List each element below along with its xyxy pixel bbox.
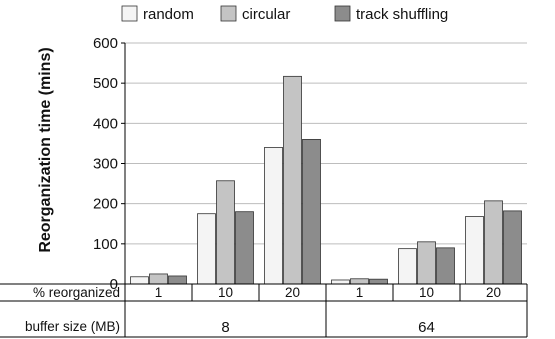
x-tick-label: 1 bbox=[356, 285, 364, 300]
bar bbox=[235, 211, 254, 285]
legend: random circular track shuffling bbox=[121, 5, 448, 23]
bar bbox=[264, 147, 283, 285]
bar bbox=[216, 180, 235, 285]
y-tick-label: 400 bbox=[93, 115, 118, 132]
legend-label: circular bbox=[242, 6, 290, 23]
group-label: 64 bbox=[418, 319, 435, 336]
bar bbox=[302, 138, 321, 285]
legend-swatch bbox=[220, 5, 237, 22]
bar bbox=[197, 213, 216, 285]
y-tick-label: 100 bbox=[93, 236, 118, 253]
legend-label: random bbox=[143, 6, 194, 23]
group-label: 8 bbox=[221, 319, 229, 336]
y-tick-label: 600 bbox=[93, 35, 118, 52]
legend-label: track shuffling bbox=[356, 6, 448, 23]
y-tick-label: 300 bbox=[93, 156, 118, 173]
bars bbox=[130, 75, 522, 285]
bar bbox=[283, 75, 302, 285]
x-tick-label: 20 bbox=[285, 285, 300, 300]
bar bbox=[398, 248, 417, 285]
row-label-buffer: buffer size (MB) bbox=[25, 319, 120, 334]
legend-swatch bbox=[334, 5, 351, 22]
bar bbox=[331, 279, 350, 285]
y-tick-label: 500 bbox=[93, 75, 118, 92]
bar bbox=[503, 210, 522, 285]
bar bbox=[168, 275, 187, 285]
bar bbox=[369, 278, 388, 285]
x-tick-label: 20 bbox=[486, 285, 501, 300]
x-tick-label: 10 bbox=[419, 285, 434, 300]
bar bbox=[417, 241, 436, 285]
bar bbox=[350, 278, 369, 285]
bar bbox=[436, 247, 455, 285]
bar bbox=[465, 216, 484, 285]
x-tick-label: 10 bbox=[218, 285, 233, 300]
gridlines bbox=[125, 42, 527, 245]
category-table: % reorganized buffer size (MB) 1 10 20 1 10 20 8… bbox=[0, 283, 528, 338]
bar bbox=[149, 273, 168, 285]
bar bbox=[130, 276, 149, 285]
legend-swatch bbox=[121, 5, 138, 22]
row-label-reorganized: % reorganized bbox=[33, 285, 120, 300]
x-tick-label: 1 bbox=[155, 285, 163, 300]
y-tick-label: 200 bbox=[93, 196, 118, 213]
bar bbox=[484, 200, 503, 285]
y-axis-label: Reorganization time (mins) bbox=[37, 47, 54, 252]
